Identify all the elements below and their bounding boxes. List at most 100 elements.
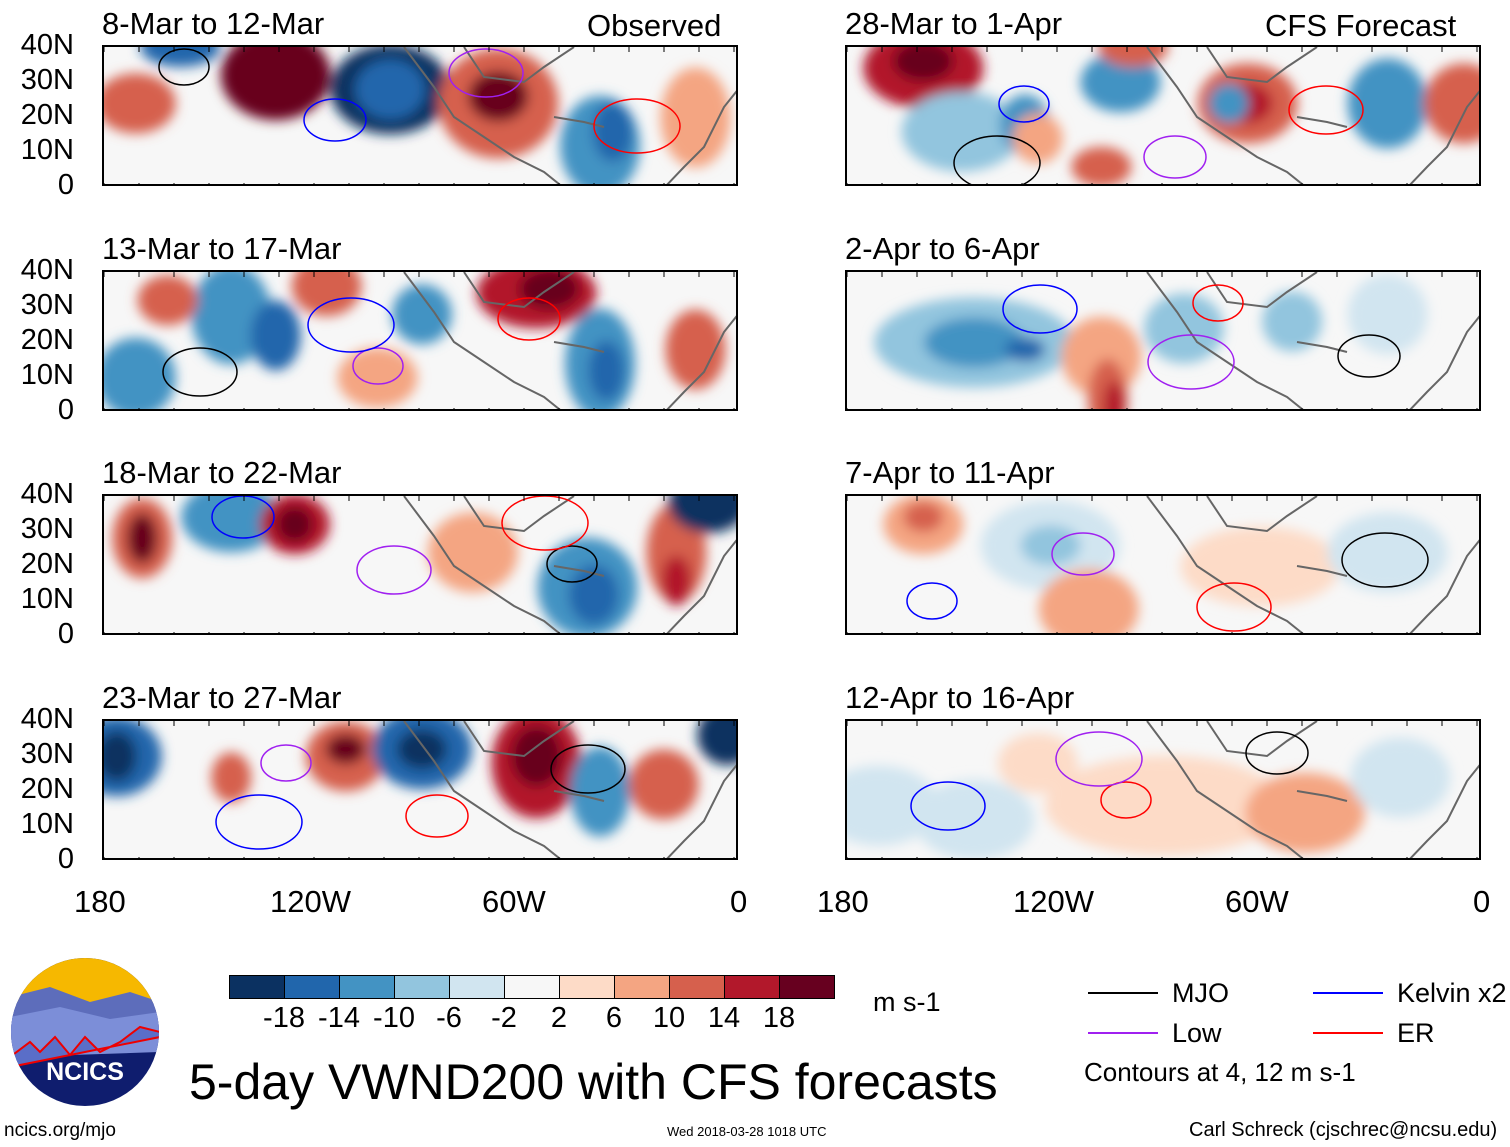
contour-line <box>162 347 238 397</box>
anomaly-blob <box>104 337 176 409</box>
colorbar-swatch <box>230 976 285 998</box>
contour-line <box>906 582 958 620</box>
map-panel <box>845 270 1481 411</box>
map-panel <box>845 719 1481 860</box>
lat-label: 0 <box>57 618 74 650</box>
colorbar-tick: -18 <box>263 1002 305 1034</box>
contour-line <box>1288 85 1364 135</box>
anomaly-blob <box>337 347 418 408</box>
anomaly-blob <box>181 496 282 553</box>
colorbar-tick: -2 <box>491 1002 517 1034</box>
colorbar-tick: -14 <box>318 1002 360 1034</box>
anomaly-blob <box>276 506 313 543</box>
lon-label: 0 <box>730 884 748 919</box>
anomaly-blob <box>592 101 633 162</box>
contour-line <box>546 545 598 583</box>
colorbar-swatch <box>450 976 505 998</box>
contour-line <box>307 297 395 353</box>
colorbar-swatch <box>560 976 615 998</box>
colorbar-swatch <box>780 976 834 998</box>
colorbar-swatch <box>615 976 670 998</box>
anomaly-blob <box>1423 63 1479 144</box>
legend-line <box>1313 1032 1383 1034</box>
lat-label: 30N <box>20 289 74 321</box>
anomaly-blob <box>1262 291 1323 352</box>
anomaly-blob <box>665 309 726 390</box>
coastline <box>403 272 736 409</box>
coastline <box>1146 721 1479 858</box>
contour-line <box>1143 135 1207 179</box>
contour-line <box>550 744 626 794</box>
anomaly-blob <box>1104 380 1125 409</box>
panel-title: 2-Apr to 6-Apr <box>845 231 1040 266</box>
colorbar-swatch <box>285 976 340 998</box>
anomaly-blob <box>588 340 625 401</box>
anomaly-blob <box>511 726 562 787</box>
anomaly-blob <box>291 272 362 317</box>
panel-tag: CFS Forecast <box>1265 8 1457 43</box>
anomaly-blob <box>568 564 619 625</box>
lat-label: 10N <box>20 359 74 391</box>
legend-label: Low <box>1172 1018 1222 1048</box>
coastline <box>1146 47 1479 184</box>
anomaly-blob <box>914 779 1035 858</box>
map-panel <box>845 494 1481 635</box>
lon-label: 180 <box>74 884 126 919</box>
legend-line <box>1088 1032 1158 1034</box>
panel-title: 13-Mar to 17-Mar <box>102 231 342 266</box>
lat-label: 30N <box>20 64 74 96</box>
anomaly-blob <box>211 752 252 803</box>
anomaly-blob <box>1005 337 1046 362</box>
colorbar-tick: 14 <box>707 1002 741 1034</box>
colorbar-tick: 10 <box>652 1002 686 1034</box>
lat-label: 20N <box>20 548 74 580</box>
contour-line <box>593 98 681 154</box>
anomaly-blob <box>1208 83 1249 124</box>
contour-line <box>1337 334 1401 378</box>
lat-label: 0 <box>57 394 74 426</box>
coastline <box>403 496 736 633</box>
lat-label: 10N <box>20 583 74 615</box>
coastline <box>1146 272 1479 409</box>
lon-label: 0 <box>1473 884 1491 919</box>
contour-line <box>211 496 275 539</box>
lat-label: 10N <box>20 134 74 166</box>
legend-line <box>1088 992 1158 994</box>
anomaly-blob <box>1080 52 1161 113</box>
contour-line <box>1002 284 1078 334</box>
colorbar-swatch <box>670 976 725 998</box>
anomaly-blob <box>668 496 736 534</box>
lat-label: 40N <box>20 703 74 735</box>
colorbar-swatch <box>395 976 450 998</box>
lon-label: 180 <box>817 884 869 919</box>
anomaly-blob <box>901 91 1022 172</box>
lat-label: 40N <box>20 254 74 286</box>
lat-label: 20N <box>20 773 74 805</box>
contour-line <box>260 744 312 782</box>
contour-line <box>1055 731 1143 787</box>
lat-label: 20N <box>20 99 74 131</box>
colorbar-tick: -10 <box>373 1002 415 1034</box>
contour-line <box>497 297 561 341</box>
anomaly-blob <box>1347 58 1428 149</box>
anomaly-blob <box>397 729 447 770</box>
lon-label: 60W <box>1225 884 1289 919</box>
colorbar-units: m s-1 <box>873 987 941 1017</box>
anomaly-blob <box>924 317 1025 368</box>
contour-line <box>998 85 1050 123</box>
anomaly-blob <box>1020 525 1081 566</box>
map-panel <box>102 45 738 186</box>
panel-title: 23-Mar to 27-Mar <box>102 680 342 715</box>
colorbar-swatch <box>725 976 780 998</box>
lon-label: 60W <box>482 884 546 919</box>
lat-label: 20N <box>20 324 74 356</box>
colorbar-tick: 18 <box>762 1002 796 1034</box>
anomaly-blob <box>355 59 426 120</box>
colorbar-tick: 2 <box>550 1002 568 1034</box>
legend-label: Kelvin x2 <box>1397 978 1507 1008</box>
anomaly-blob <box>127 513 158 564</box>
anomaly-blob <box>697 721 736 766</box>
anomaly-blob <box>1347 274 1428 355</box>
url-text: ncics.org/mjo <box>4 1120 116 1141</box>
